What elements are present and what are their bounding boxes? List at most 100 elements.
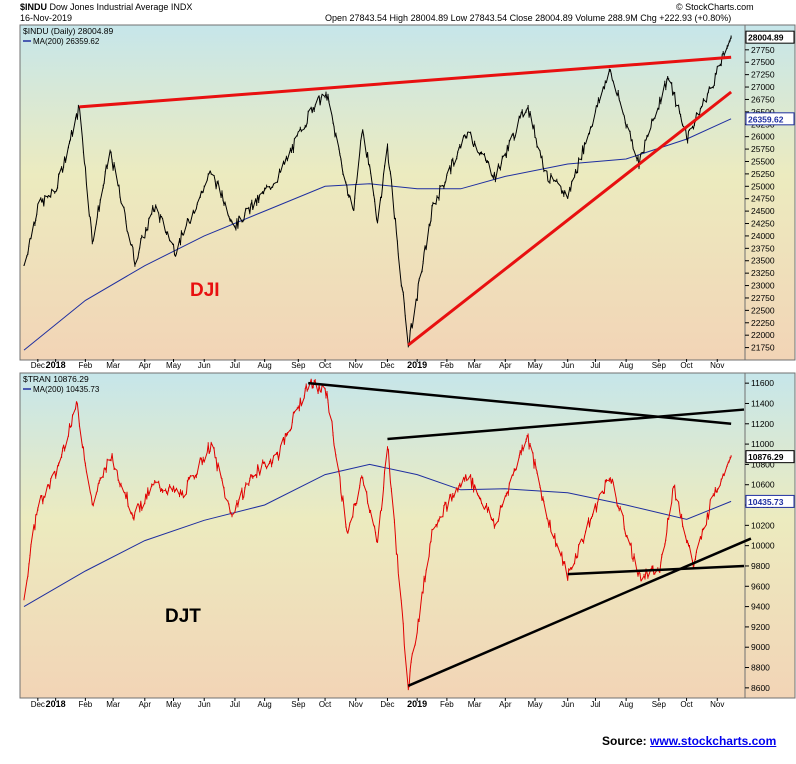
lower-x-tick-label: Nov <box>349 700 363 709</box>
upper-x-tick-label: Sep <box>291 361 306 370</box>
lower-x-tick-label: 2019 <box>407 699 427 709</box>
header-date: 16-Nov-2019 <box>20 13 73 23</box>
dji-y-tick-label: 25750 <box>751 144 775 154</box>
dji-y-tick-label: 25250 <box>751 169 775 179</box>
dji-y-tick-label: 27750 <box>751 45 775 55</box>
header-brand: © StockCharts.com <box>676 2 754 12</box>
dji-y-tick-label: 21750 <box>751 343 775 353</box>
dji-ma200-line <box>23 118 732 351</box>
dji-y-tick-label: 25000 <box>751 181 775 191</box>
source-credit: Source: www.stockcharts.com <box>602 734 776 748</box>
lower-x-tick-label: May <box>527 700 542 709</box>
lower-x-tick-label: Aug <box>619 700 633 709</box>
djt-y-tick-label: 8600 <box>751 683 770 693</box>
lower-x-tick-label: Dec <box>31 700 45 709</box>
djt-price-value-badge-box <box>745 450 795 464</box>
lower-x-tick-label: Nov <box>710 700 724 709</box>
lower-x-tick-label: Feb <box>440 700 454 709</box>
lower-x-tick-label: Jul <box>590 700 600 709</box>
djt-legend-price: $TRAN 10876.29 <box>23 374 89 384</box>
upper-x-tick-label: Dec <box>31 361 45 370</box>
dji-trendline-support <box>407 90 733 347</box>
djt-y-tick-label: 9800 <box>751 561 770 571</box>
header-symbol-line: $INDU Dow Jones Industrial Average INDX <box>20 2 192 12</box>
dji-plot-background <box>19 24 796 361</box>
lower-x-tick-label: Apr <box>139 700 152 709</box>
upper-x-tick-label: Sep <box>652 361 667 370</box>
djt-plot-background <box>19 372 796 699</box>
upper-x-tick-label: 2019 <box>407 360 427 370</box>
dji-y-tick-label: 24500 <box>751 206 775 216</box>
header-index-name: Dow Jones Industrial Average INDX <box>49 2 193 12</box>
djt-ma-value-badge: 10435.73 <box>748 497 784 507</box>
dji-y-tick-label: 26000 <box>751 132 775 142</box>
chart-svg: 21750 22000 22250 22500 22750 23000 23250 23500… <box>19 24 796 709</box>
upper-x-tick-label: Feb <box>440 361 454 370</box>
djt-y-tick-label: 10800 <box>751 459 775 469</box>
dji-y-tick-label: 24750 <box>751 194 775 204</box>
dji-y-tick-label: 22250 <box>751 318 775 328</box>
lower-x-tick-label: Jun <box>561 700 574 709</box>
djt-legend-ma: MA(200) 10435.73 <box>33 385 100 394</box>
dji-y-tick-label: 22500 <box>751 305 775 315</box>
upper-x-tick-label: 2018 <box>46 360 66 370</box>
lower-x-tick-label: Mar <box>106 700 120 709</box>
upper-x-tick-label: May <box>527 361 542 370</box>
lower-x-tick-label: Mar <box>468 700 482 709</box>
upper-x-tick-label: Jul <box>590 361 600 370</box>
upper-x-tick-label: Jul <box>230 361 240 370</box>
dji-ma-value-badge: 26359.62 <box>748 114 784 124</box>
lower-x-tick-label: May <box>166 700 181 709</box>
dji-y-tick-label: 26750 <box>751 94 775 104</box>
djt-y-tick-label: 10000 <box>751 541 775 551</box>
djt-trendline-lower-flat <box>567 564 745 576</box>
upper-x-tick-label: Oct <box>680 361 693 370</box>
lower-x-tick-label: Oct <box>319 700 332 709</box>
dji-y-tick-label: 27250 <box>751 70 775 80</box>
source-link[interactable]: www.stockcharts.com <box>650 734 777 748</box>
upper-x-tick-label: May <box>166 361 181 370</box>
djt-y-tick-label: 11600 <box>751 378 774 388</box>
dji-y-tick-label: 23000 <box>751 281 775 291</box>
lower-x-tick-label: Jul <box>230 700 240 709</box>
dji-price-line <box>23 35 732 348</box>
lower-x-tick-label: Feb <box>78 700 92 709</box>
lower-x-tick-label: Oct <box>680 700 693 709</box>
lower-x-tick-label: Dec <box>380 700 394 709</box>
source-label: Source: <box>602 734 647 748</box>
djt-y-tick-label: 8800 <box>751 663 770 673</box>
djt-y-tick-label: 10600 <box>751 480 775 490</box>
lower-panel: 8600 8800 9000 9200 9400 9600 9800 10000 10200 10… <box>19 372 796 699</box>
upper-x-tick-label: Jun <box>561 361 574 370</box>
dji-y-tick-label: 22750 <box>751 293 775 303</box>
djt-price-value-badge: 10876.29 <box>748 452 784 462</box>
dji-trendline-resistance <box>79 55 732 109</box>
dji-y-tick-label: 24000 <box>751 231 775 241</box>
djt-y-tick-label: 10200 <box>751 520 775 530</box>
upper-x-tick-label: Nov <box>710 361 724 370</box>
header-quote: Open 27843.54 High 28004.89 Low 27843.54… <box>325 13 732 23</box>
lower-x-tick-label: 2018 <box>46 699 66 709</box>
upper-x-tick-label: Feb <box>78 361 92 370</box>
djt-trendline-lower-rising <box>407 537 752 687</box>
dji-y-tick-label: 23250 <box>751 268 775 278</box>
upper-x-tick-label: Mar <box>106 361 120 370</box>
upper-x-tick-label: Dec <box>380 361 394 370</box>
upper-x-tick-label: Nov <box>349 361 363 370</box>
djt-y-tick-label: 9600 <box>751 581 770 591</box>
djt-y-tick-label: 9200 <box>751 622 770 632</box>
dji-y-tick-label: 22000 <box>751 330 775 340</box>
upper-x-tick-label: Jun <box>198 361 211 370</box>
dji-y-tick-label: 25500 <box>751 156 775 166</box>
lower-x-tick-label: Sep <box>652 700 667 709</box>
dji-y-tick-label: 24250 <box>751 219 775 229</box>
dji-legend-price: $INDU (Daily) 28004.89 <box>23 26 114 36</box>
dji-y-tick-label: 27500 <box>751 57 775 67</box>
upper-panel: 21750 22000 22250 22500 22750 23000 23250 23500… <box>19 24 796 361</box>
djt-annotation: DJT <box>165 606 201 627</box>
header-symbol: $INDU <box>20 2 48 12</box>
djt-y-tick-label: 11000 <box>751 439 774 449</box>
lower-x-tick-label: Apr <box>499 700 512 709</box>
djt-ma-value-badge-box <box>745 494 795 508</box>
